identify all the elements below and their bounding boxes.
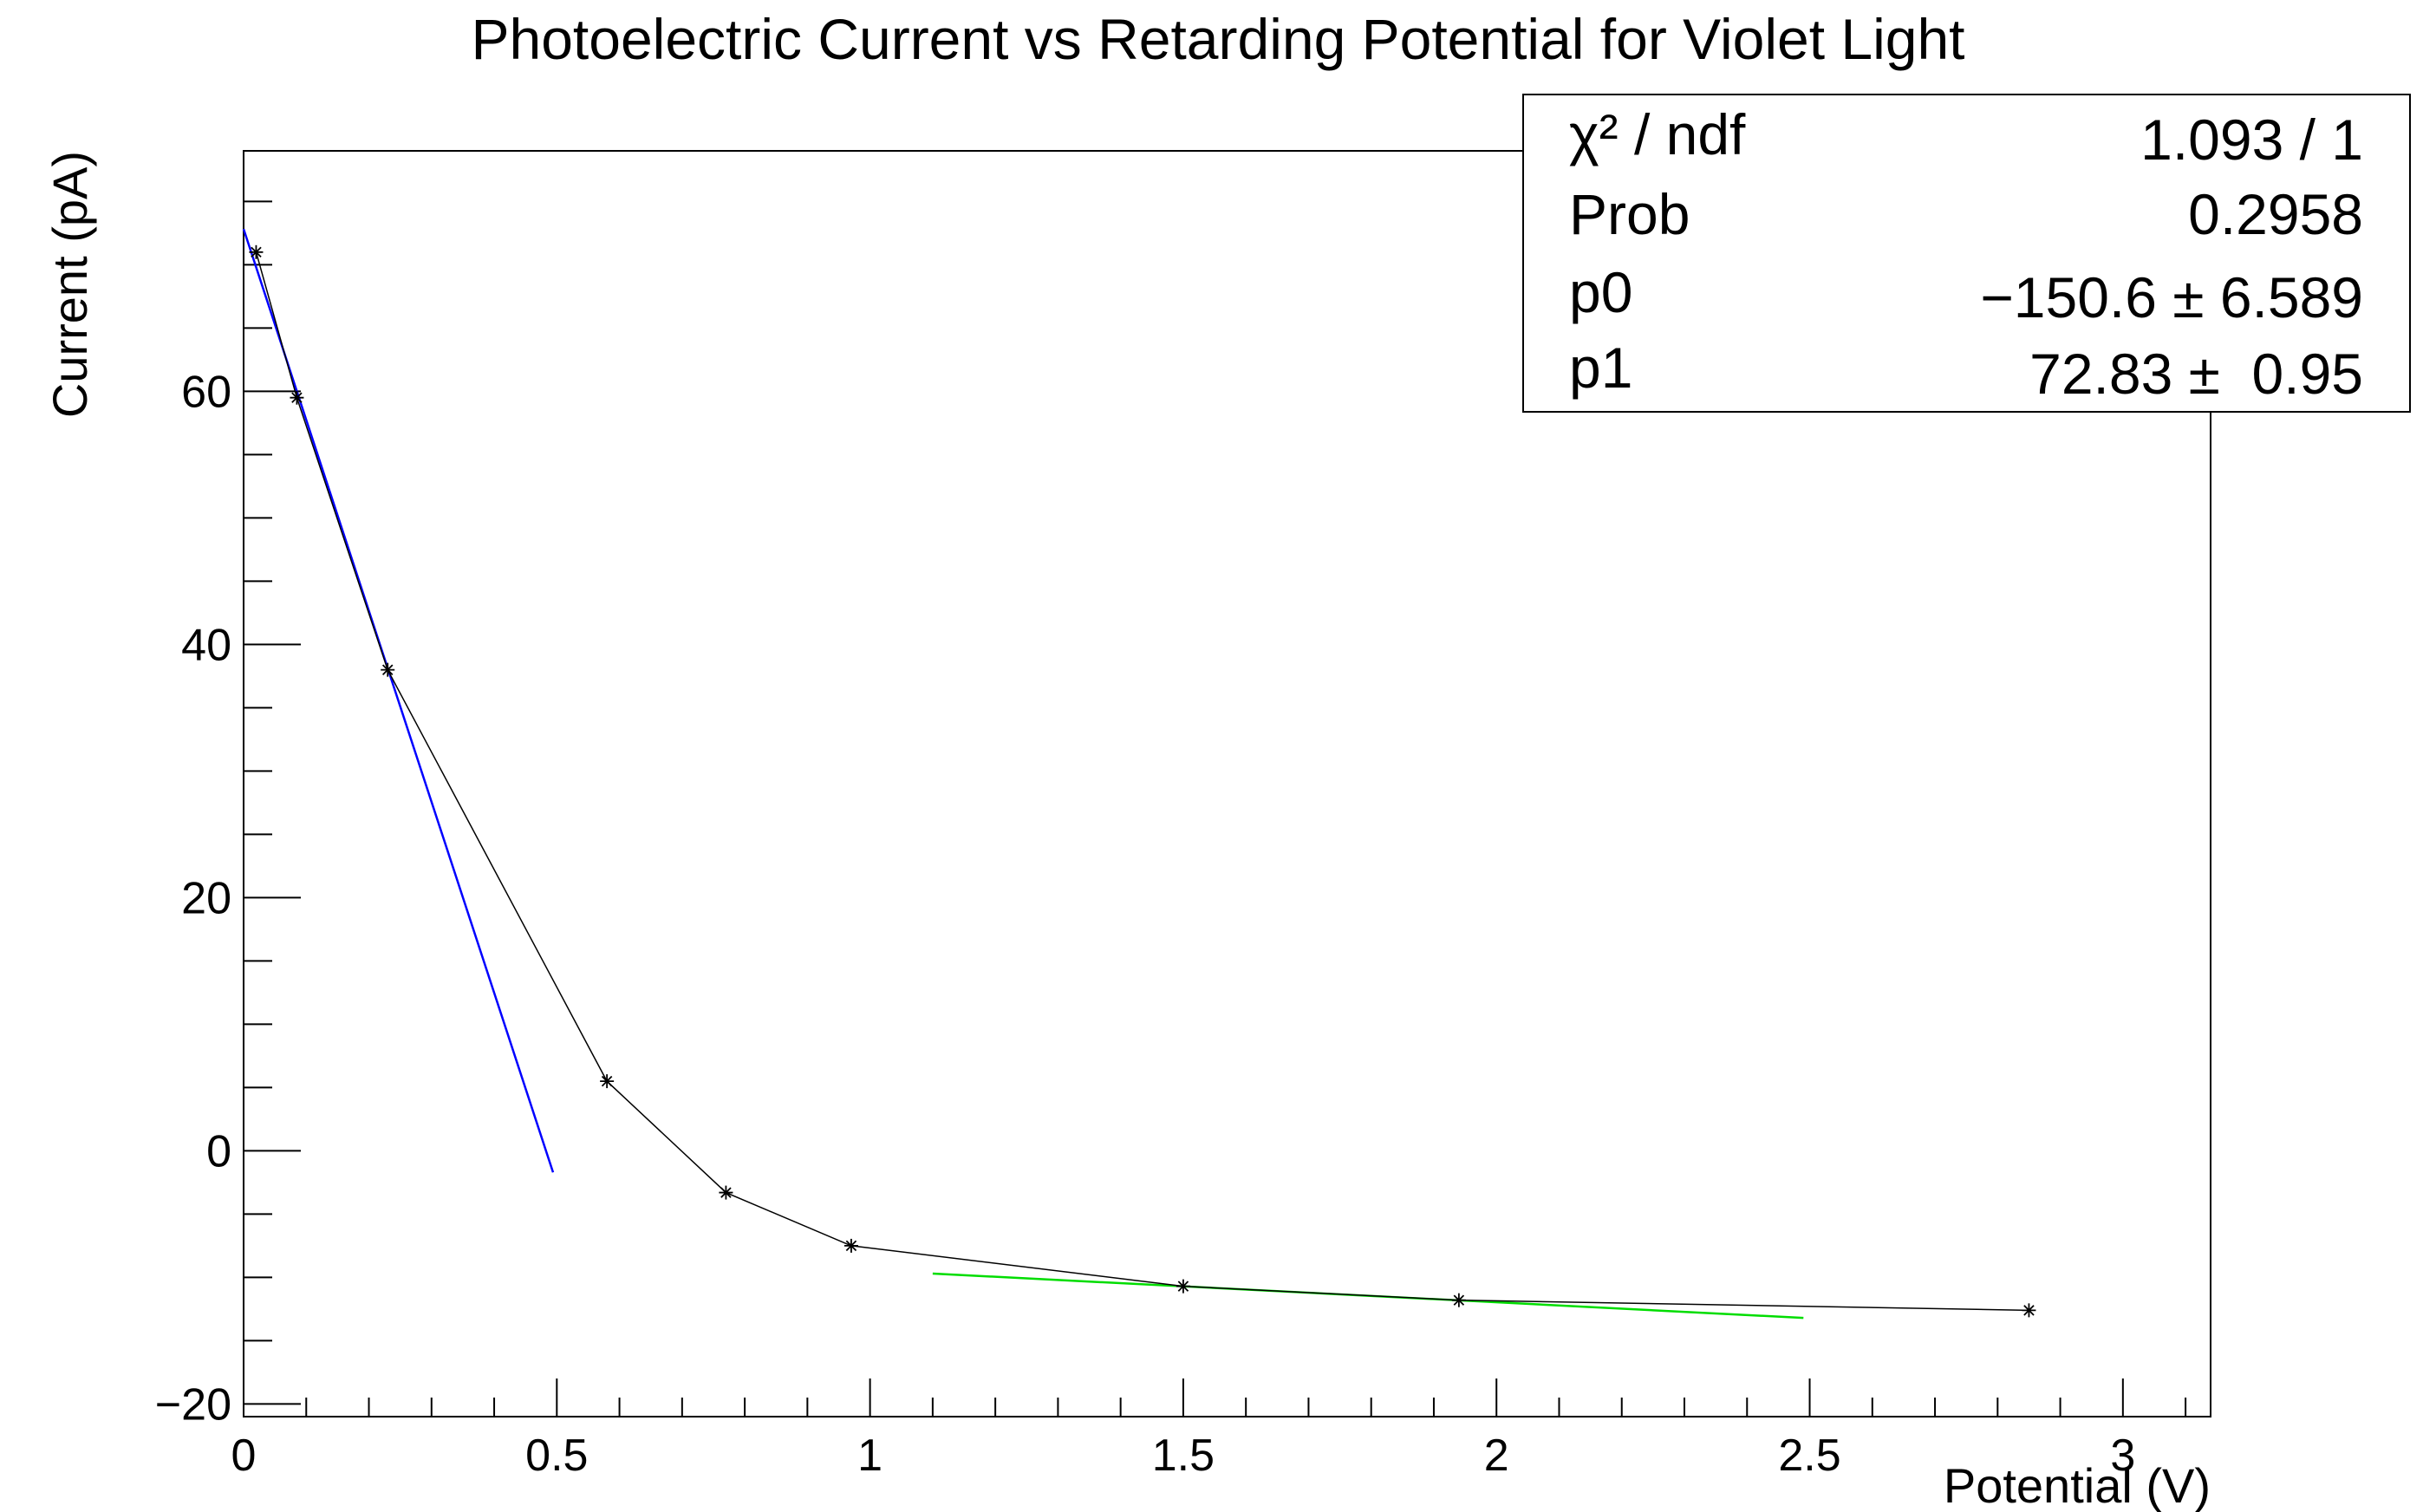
stats-box: χ² / ndf 1.093 / 1 Prob 0.2958 p0 −150.6… xyxy=(1522,94,2411,413)
x-tick-label: 0.5 xyxy=(525,1431,588,1481)
y-tick-label: 40 xyxy=(181,620,231,670)
x-tick-label: 1.5 xyxy=(1152,1431,1215,1481)
stats-value-chi2: 1.093 / 1 xyxy=(2140,108,2363,172)
data-point xyxy=(1176,1279,1190,1294)
data-point xyxy=(600,1074,615,1089)
y-tick-label: 60 xyxy=(181,367,231,417)
stats-value-prob: 0.2958 xyxy=(2188,182,2363,246)
y-tick-label: −20 xyxy=(155,1379,231,1430)
x-tick-label: 2.5 xyxy=(1778,1431,1840,1481)
y-tick-label: 0 xyxy=(206,1126,231,1176)
axis-ticks xyxy=(243,200,2187,1417)
x-tick-label: 1 xyxy=(857,1431,883,1481)
x-tick-label: 0 xyxy=(231,1431,257,1481)
stats-value-p1: 72.83 ± 0.95 xyxy=(2029,342,2363,406)
data-series xyxy=(249,244,2036,1318)
x-axis-label: Potential (V) xyxy=(1944,1458,2211,1512)
data-point xyxy=(719,1185,733,1200)
data-point xyxy=(1451,1293,1466,1307)
stats-label-p1: p1 xyxy=(1569,336,1632,400)
stats-box-frame xyxy=(1522,94,2411,413)
fit-line xyxy=(242,228,555,1173)
x-tick-label: 2 xyxy=(1484,1431,1509,1481)
data-point xyxy=(249,244,264,259)
stats-label-chi2: χ² / ndf xyxy=(1569,102,1746,166)
chart-title: Photoelectric Current vs Retarding Poten… xyxy=(471,7,1964,71)
data-point xyxy=(843,1238,858,1253)
data-point xyxy=(2022,1303,2036,1318)
stats-label-p0: p0 xyxy=(1569,260,1632,324)
stats-label-prob: Prob xyxy=(1569,182,1690,246)
plot-frame xyxy=(243,150,2211,1418)
stats-value-p0: −150.6 ± 6.589 xyxy=(1980,265,2363,329)
y-tick-label: 20 xyxy=(181,873,231,923)
data-point xyxy=(381,662,395,677)
x-tick-label: 3 xyxy=(2110,1431,2135,1481)
y-axis-label: Current (pA) xyxy=(42,151,97,418)
data-point xyxy=(290,390,304,405)
